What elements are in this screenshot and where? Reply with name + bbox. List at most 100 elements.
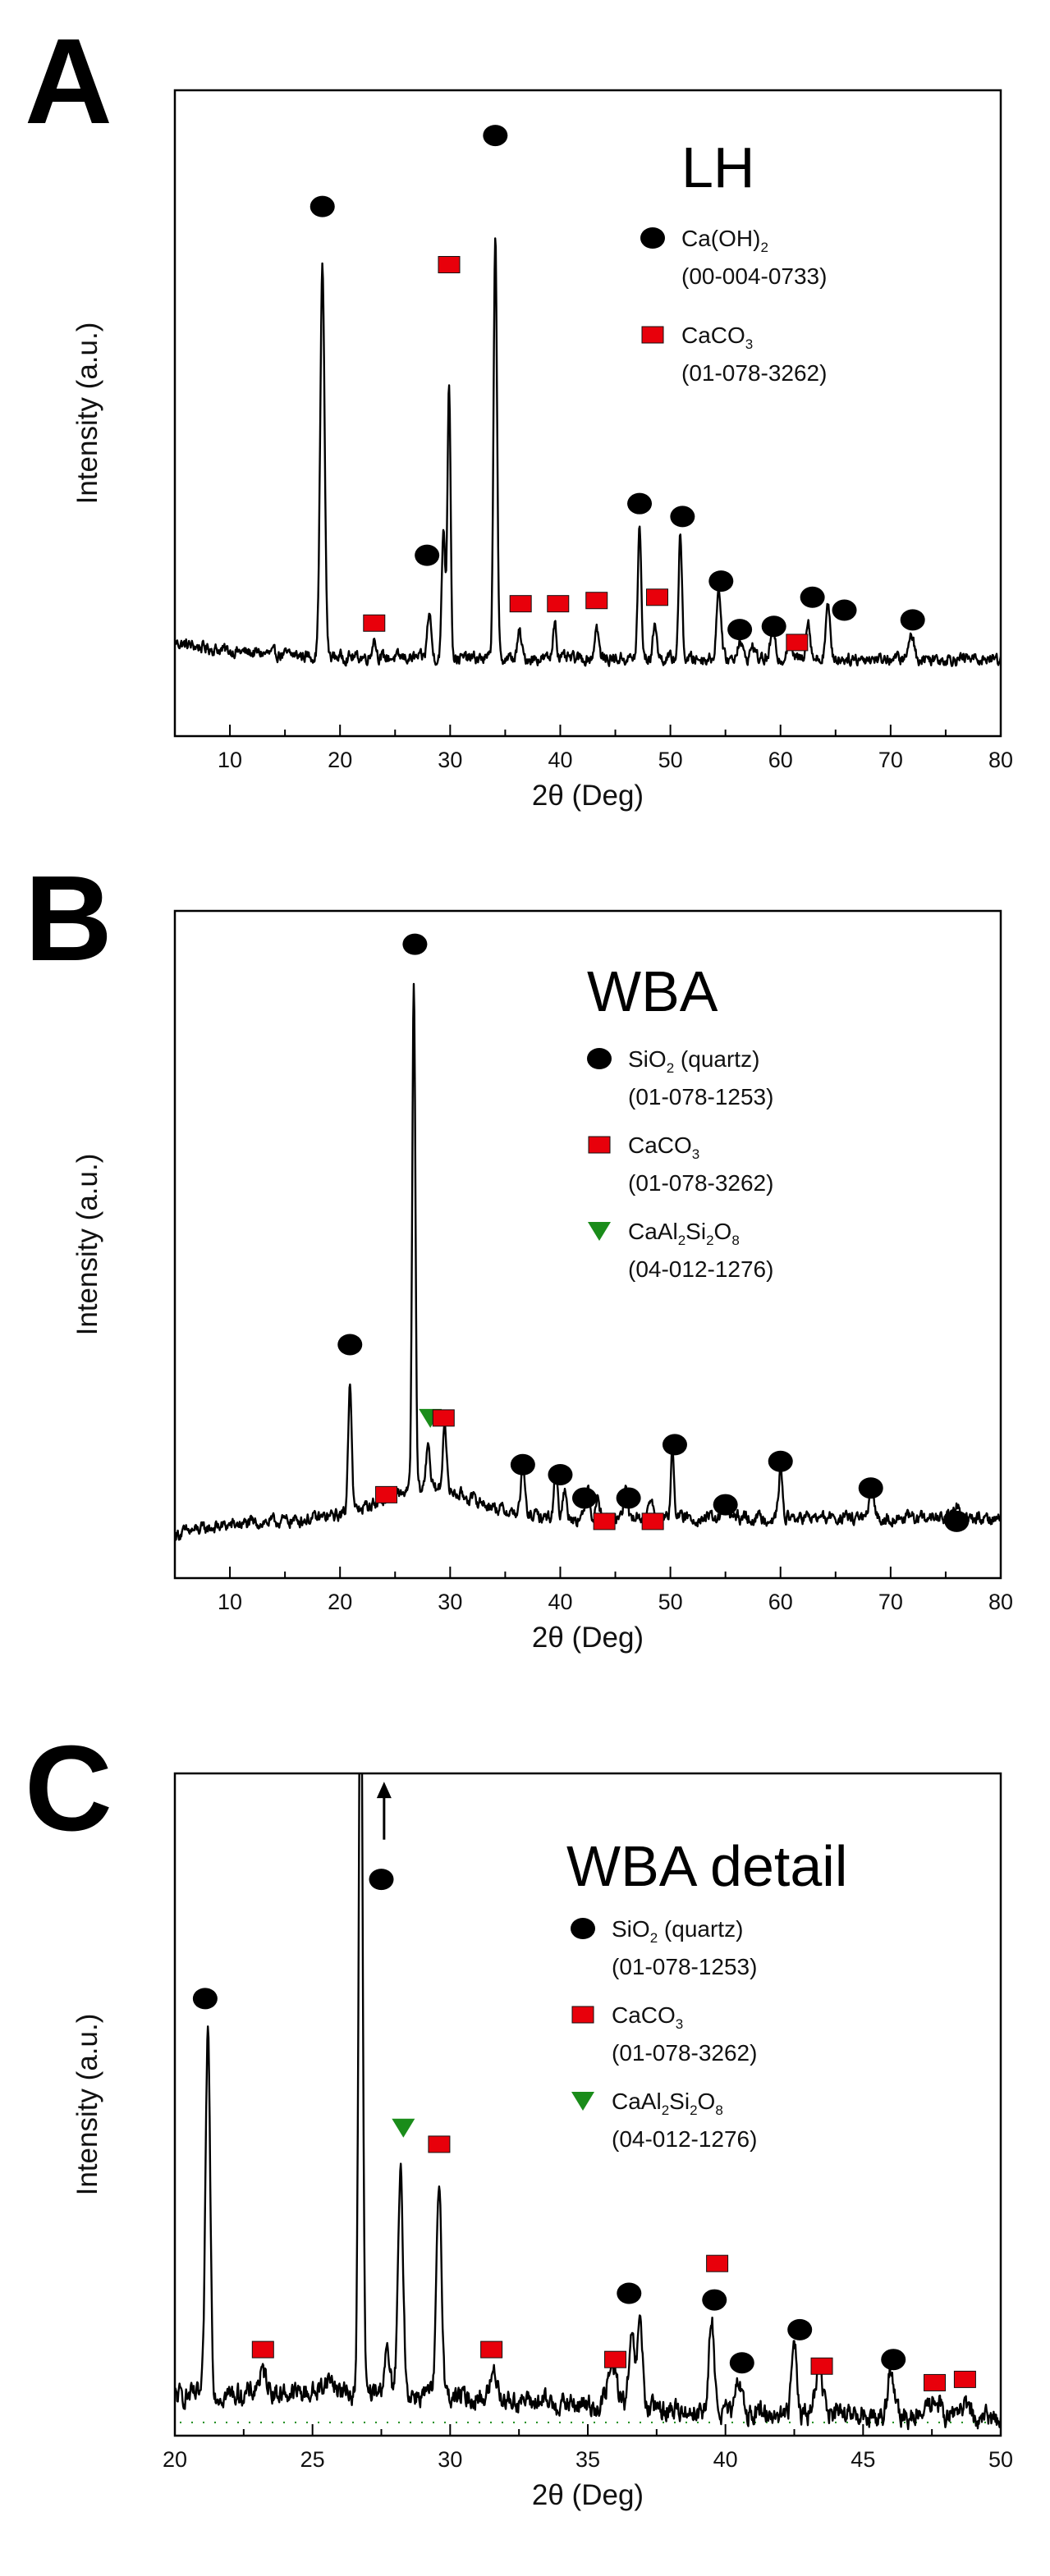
phase-circle-marker-legend [640,227,665,249]
phase-circle-marker [768,1450,793,1472]
legend-entry-ref: (01-078-3262) [612,2040,757,2066]
y-axis-title: Intensity (a.u.) [71,2014,103,2196]
caco3-square-marker [646,588,669,606]
phase-circle-marker [761,615,786,638]
y-axis-title: Intensity (a.u.) [71,1154,103,1336]
legend-entry-ref: (00-004-0733) [681,263,827,289]
x-tick-label: 80 [988,748,1013,772]
x-tick-label: 25 [300,2447,325,2472]
legend-text-part: SiO [628,1046,667,1072]
x-tick-label: 60 [768,1590,793,1614]
phase-circle-marker [617,2282,642,2304]
y-axis-title: Intensity (a.u.) [71,323,103,505]
legend-subscript: 8 [731,1233,739,1248]
phase-circle-marker [787,2318,813,2340]
legend-subscript: 2 [650,1930,658,1946]
sample-label: WBA [587,959,718,1023]
legend-entry-name: CaAl2Si2O8 [628,1219,740,1248]
phase-circle-marker [627,492,653,515]
x-axis-title: 2θ (Deg) [532,780,644,812]
x-tick-label: 70 [878,748,903,772]
panel-c: C 20 25 30 35 40 45 50 2θ (Deg) Intensity (a.u.) W… [25,1721,1013,2511]
phase-circle-marker [510,1453,535,1476]
legend-subscript: 3 [692,1146,699,1162]
caco3-square-marker [251,2340,274,2359]
caco3-square-marker [604,2350,627,2368]
phase-circle-marker [415,544,440,566]
caco3-square-marker [547,595,570,613]
legend-entry-name: CaAl2Si2O8 [612,2089,723,2118]
legend-subscript: 2 [678,1233,685,1248]
phase-circle-marker [900,609,925,631]
legend-entry-ref: (04-012-1276) [612,2126,757,2152]
caco3-square-marker [509,595,532,613]
legend-subscript: 2 [760,240,768,255]
phase-circle-marker [800,586,825,608]
x-tick-label: 30 [438,748,462,772]
phase-circle-marker [337,1334,363,1356]
sample-label: LH [681,135,754,199]
phase-circle-marker [832,599,857,621]
caco3-square-marker [438,255,461,273]
phase-circle-marker [662,1434,687,1456]
caco3-square-marker [363,614,386,632]
legend-entry-ref: (01-078-3262) [628,1170,773,1196]
legend-entry-ref: (01-078-1253) [628,1084,773,1110]
phase-circle-marker [944,1510,970,1532]
x-tick-label: 30 [438,2447,462,2472]
legend-subscript: 2 [667,1060,674,1076]
phase-circle-marker [708,570,734,593]
legend-text-part: O [698,2089,716,2114]
legend-text-part: Si [669,2089,690,2114]
x-tick-label: 80 [988,1590,1013,1614]
caco3-square-marker [810,2357,833,2375]
axes-frame [173,909,1002,1580]
caco3-square-marker [480,2340,503,2359]
anorthite-triangle-marker-legend [571,2092,594,2111]
x-tick-label: 10 [218,748,242,772]
diffraction-trace [175,982,1001,1541]
x-tick-label: 60 [768,748,793,772]
phase-circle-marker [402,933,428,955]
caco3-square-marker [953,2370,976,2388]
legend-entry-name: CaCO3 [628,1132,699,1162]
legend-subscript: 3 [745,336,753,352]
x-tick-label: 20 [163,2447,187,2472]
caco3-square-marker [375,1485,398,1503]
x-tick-label: 40 [548,1590,572,1614]
diffraction-trace [175,237,1001,667]
legend-subscript: 8 [715,2102,722,2118]
x-tick-label: 70 [878,1590,903,1614]
caco3-square-marker [593,1512,616,1531]
anorthite-triangle-marker [392,2118,415,2138]
legend-text-part: SiO [612,1916,650,1942]
axes-frame [173,89,1002,738]
phase-circle-marker [309,195,335,217]
x-tick-label: 10 [218,1590,242,1614]
phase-circle-marker [571,1487,597,1509]
x-tick-label: 50 [658,748,683,772]
x-tick-label: 40 [548,748,572,772]
legend-entry-name: CaCO3 [612,2002,683,2032]
diffraction-trace [175,1773,1001,2431]
panel-a: A 10 20 30 40 50 60 70 80 2θ (Deg) Intensity (a.u.… [25,14,1013,812]
phase-circle-marker [729,2352,754,2374]
phase-circle-marker [670,506,695,528]
caco3-square-marker [585,592,608,610]
legend-entry-ref: (01-078-3262) [681,360,827,386]
x-axis-title: 2θ (Deg) [532,2479,644,2511]
phase-circle-marker [702,2289,727,2311]
caco3-square-marker [641,1512,664,1531]
legend-text-part: CaAl [628,1219,678,1244]
phase-circle-marker [858,1477,883,1499]
legend-entry-name: SiO2 (quartz) [628,1046,759,1076]
legend-entry-name: Ca(OH)2 [681,226,768,255]
caco3-square-marker [706,2254,729,2272]
legend-text-part: O [714,1219,732,1244]
x-tick-label: 20 [328,748,352,772]
caco3-square-marker-legend [588,1136,611,1154]
caco3-square-marker [428,2135,451,2153]
legend-subscript: 2 [706,1233,713,1248]
